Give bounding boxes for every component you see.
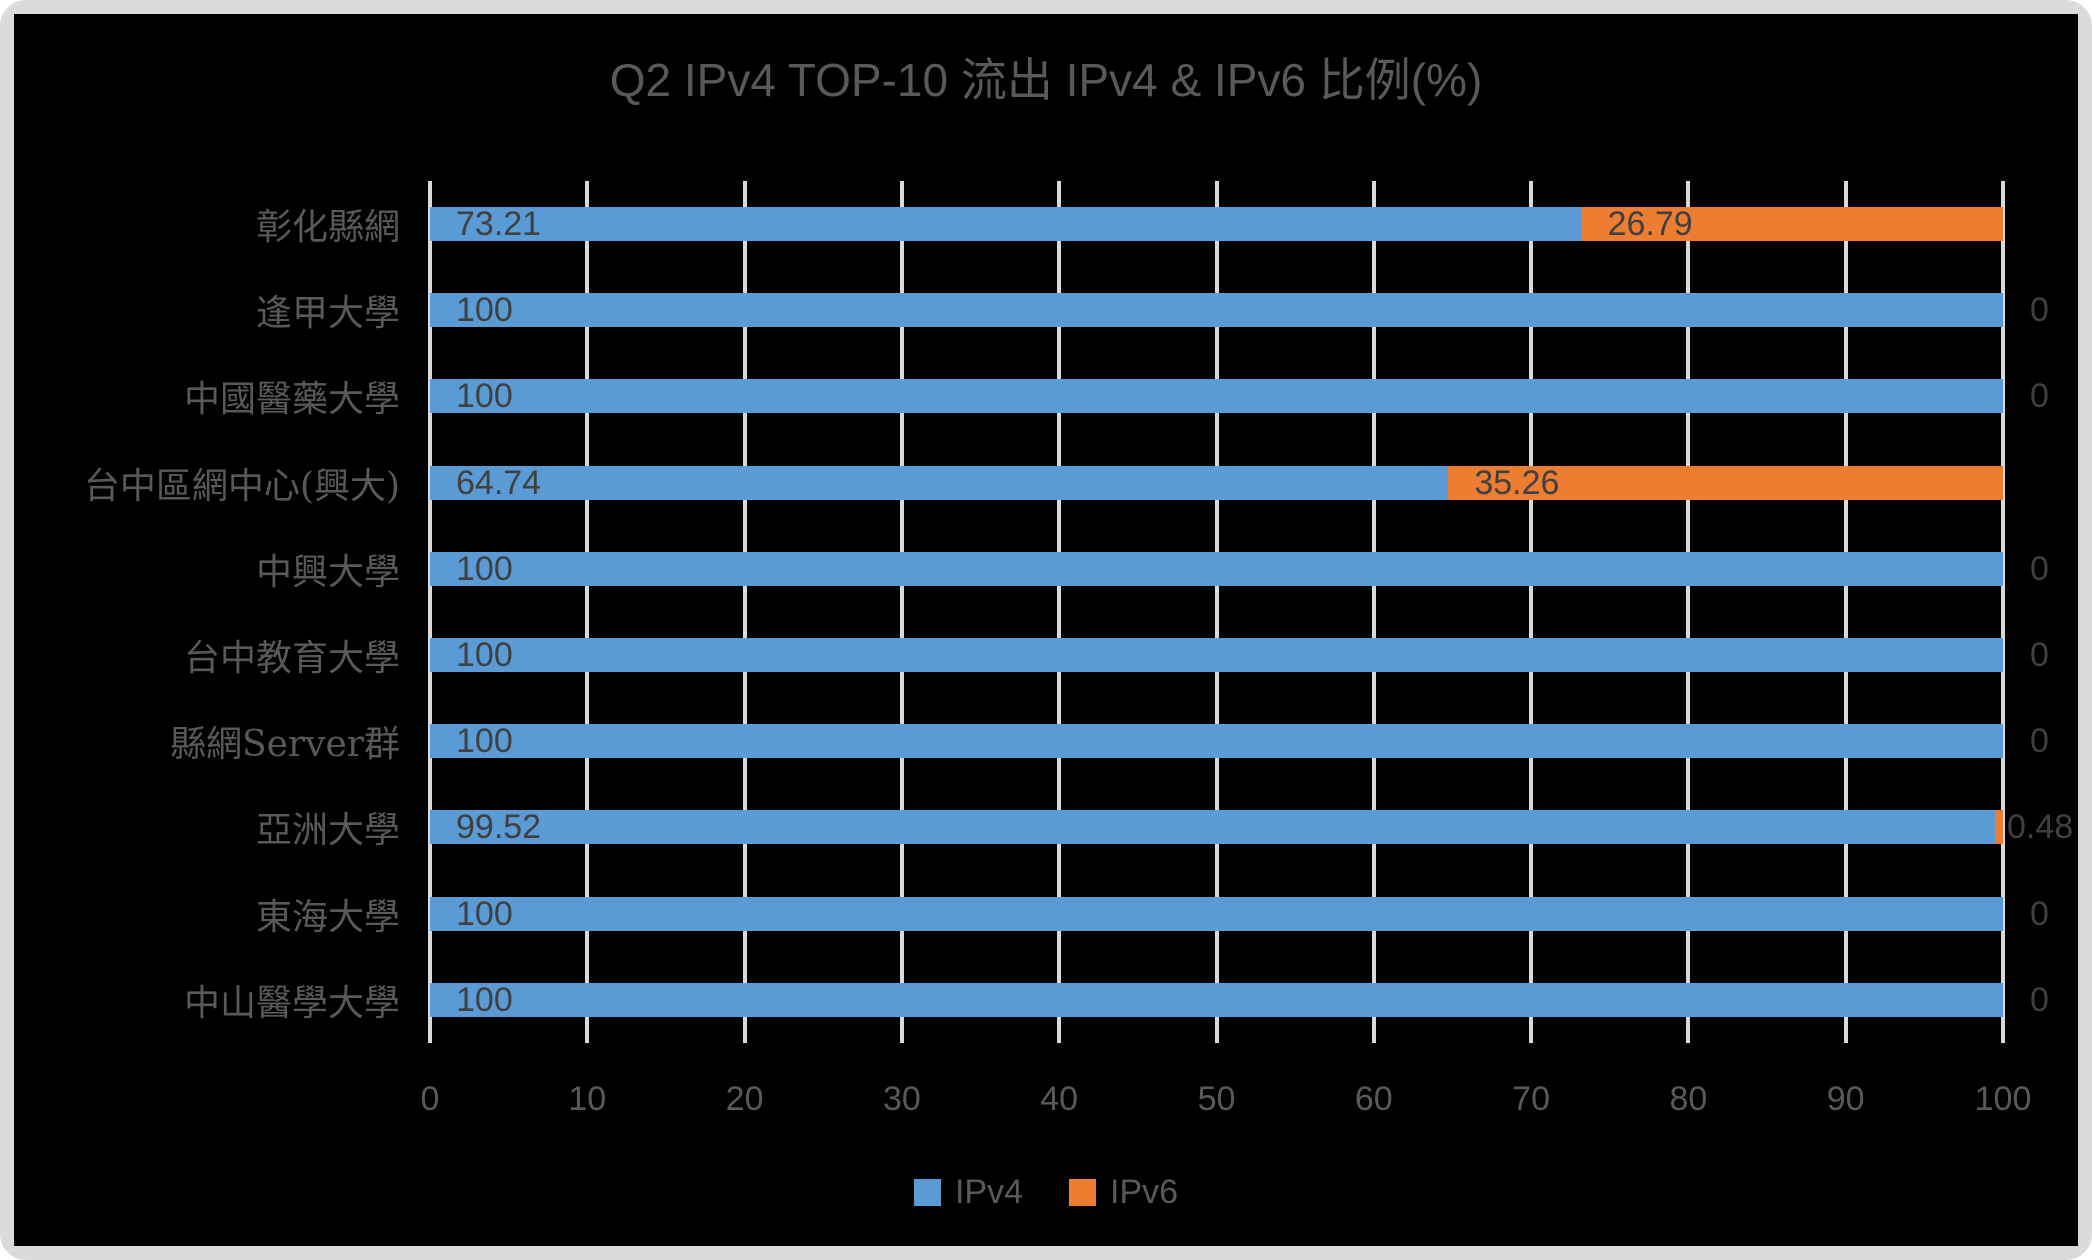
bar-segment-ipv6 (1581, 207, 2003, 242)
value-label-ipv6: 0 (2030, 722, 2049, 761)
value-label-ipv4: 100 (456, 894, 513, 933)
category-label: 中山醫學大學 (183, 982, 400, 1024)
value-label-ipv6: 35.26 (1474, 463, 1560, 502)
bar-row: 中國醫藥大學 100 0 (184, 353, 2049, 439)
gridline (1057, 181, 1062, 1043)
category-label: 亞洲大學 (255, 810, 400, 852)
gridline (2001, 181, 2005, 1043)
x-axis-tick-label: 90 (1826, 1080, 1865, 1118)
plot-area: 彰化縣網 73.21 26.79 逢甲大學 100 0 中國醫藥大學 100 0 台中區網中心(興… (84, 181, 2073, 1118)
gridline (1843, 181, 1848, 1043)
bar-segment-ipv4 (430, 379, 2003, 414)
x-axis-tick-label: 70 (1512, 1080, 1551, 1118)
value-label-ipv4: 100 (456, 377, 513, 416)
bar-segment-ipv4 (430, 982, 2003, 1017)
value-label-ipv4: 100 (456, 636, 513, 675)
x-axis-tick-label: 100 (1974, 1080, 2032, 1118)
value-label-ipv6: 26.79 (1607, 205, 1693, 244)
gridline (742, 181, 747, 1043)
gridline (1371, 181, 1376, 1043)
bar-segment-ipv6 (1995, 810, 2003, 845)
bar-row: 台中教育大學 100 0 (184, 612, 2049, 698)
bar: 100 0 (430, 377, 2049, 416)
legend-item-ipv6: IPv6 (1069, 1173, 1179, 1211)
chart-title: Q2 IPv4 TOP-10 流出 IPv4 & IPv6 比例(%) (609, 54, 1483, 106)
x-axis-tick-label: 0 (420, 1080, 440, 1118)
bar: 100 0 (430, 636, 2049, 675)
category-label: 東海大學 (255, 896, 400, 938)
bar-segment-ipv4 (430, 810, 1996, 845)
value-label-ipv4: 99.52 (456, 808, 542, 847)
bar-segment-ipv4 (430, 293, 2003, 328)
bar-row: 逢甲大學 100 0 (256, 267, 2049, 353)
x-axis-tick-label: 20 (725, 1080, 764, 1118)
category-label: 彰化縣網 (255, 207, 400, 249)
value-label-ipv6: 0 (2030, 377, 2049, 416)
legend-label: IPv6 (1110, 1173, 1179, 1211)
bar-row: 中山醫學大學 100 0 (184, 957, 2049, 1043)
value-label-ipv4: 73.21 (456, 205, 542, 244)
bar-row: 縣網Server群 100 0 (170, 698, 2049, 784)
gridline (1686, 181, 1691, 1043)
bar-segment-ipv4 (430, 724, 2003, 759)
category-label: 中興大學 (255, 551, 400, 593)
bar: 100 0 (430, 894, 2049, 933)
bar-segment-ipv4 (430, 638, 2003, 673)
gridline (1529, 181, 1534, 1043)
x-axis-tick-label: 60 (1354, 1080, 1393, 1118)
value-label-ipv4: 64.74 (456, 463, 542, 502)
bar-segment-ipv4 (430, 207, 1582, 242)
bar: 100 0 (430, 980, 2049, 1019)
bar-segment-ipv4 (430, 465, 1449, 500)
bar: 100 0 (430, 722, 2049, 761)
value-label-ipv6: 0 (2030, 894, 2049, 933)
bar-segment-ipv6 (1448, 465, 2003, 500)
gridline (585, 181, 590, 1043)
value-label-ipv4: 100 (456, 291, 513, 330)
bar: 64.74 35.26 (430, 463, 2003, 502)
legend-item-ipv4: IPv4 (913, 1173, 1023, 1211)
gridline (1214, 181, 1219, 1043)
bar-row: 亞洲大學 99.52 0.48 (256, 784, 2073, 870)
category-label: 逢甲大學 (255, 293, 400, 335)
bar-row: 彰化縣網 73.21 26.79 (256, 181, 2003, 267)
legend-swatch-icon (1069, 1179, 1096, 1206)
bar: 73.21 26.79 (430, 205, 2003, 244)
x-axis-tick-label: 40 (1040, 1080, 1079, 1118)
bar-row: 中興大學 100 0 (256, 526, 2049, 612)
category-label: 台中教育大學 (183, 638, 400, 680)
bar-row: 東海大學 100 0 (256, 871, 2049, 957)
bar-segment-ipv4 (430, 896, 2003, 931)
value-label-ipv6: 0 (2030, 980, 2049, 1019)
x-axis-tick-label: 50 (1197, 1080, 1236, 1118)
value-label-ipv4: 100 (456, 722, 513, 761)
x-axis-tick-label: 10 (568, 1080, 607, 1118)
category-label: 台中區網中心(興大) (83, 465, 400, 507)
category-label: 中國醫藥大學 (183, 379, 400, 421)
legend: IPv4 IPv6 (14, 1173, 2078, 1211)
category-label: 縣網Server群 (169, 724, 400, 766)
x-axis: 0 10 20 30 40 50 60 70 80 90 100 (421, 1079, 2032, 1119)
value-label-ipv6: 0.48 (2007, 808, 2074, 847)
bar-row: 台中區網中心(興大) 64.74 35.26 (84, 440, 2003, 526)
value-label-ipv6: 0 (2030, 636, 2049, 675)
legend-swatch-icon (913, 1179, 941, 1206)
bar: 99.52 0.48 (430, 808, 2073, 847)
value-label-ipv6: 0 (2030, 291, 2049, 330)
bar: 100 0 (430, 549, 2049, 588)
bar-segment-ipv4 (430, 551, 2003, 586)
chart-canvas: Q2 IPv4 TOP-10 流出 IPv4 & IPv6 比例(%) 彰化縣網… (14, 14, 2078, 1246)
gridline (428, 181, 432, 1043)
value-label-ipv4: 100 (456, 549, 513, 588)
bar: 100 0 (430, 291, 2049, 330)
gridlines (428, 181, 2005, 1043)
legend-label: IPv4 (954, 1173, 1023, 1211)
bar-rows: 彰化縣網 73.21 26.79 逢甲大學 100 0 中國醫藥大學 100 0 台中區網中心(興… (84, 181, 2073, 1043)
x-axis-tick-label: 80 (1669, 1080, 1708, 1118)
value-label-ipv6: 0 (2030, 549, 2049, 588)
gridline (899, 181, 904, 1043)
x-axis-tick-label: 30 (882, 1080, 921, 1118)
value-label-ipv4: 100 (456, 980, 513, 1019)
